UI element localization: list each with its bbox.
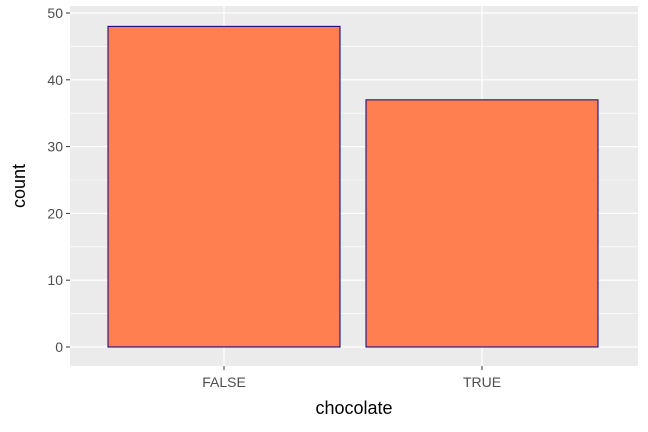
x-tick-label: TRUE — [463, 374, 501, 390]
x-axis: FALSE TRUE — [202, 366, 501, 390]
x-axis-title: chocolate — [315, 398, 392, 418]
y-axis: 0 10 20 30 40 50 — [47, 5, 70, 355]
y-tick-label: 30 — [47, 139, 63, 155]
y-tick-label: 40 — [47, 72, 63, 88]
y-tick-label: 20 — [47, 205, 63, 221]
y-tick-label: 0 — [55, 339, 63, 355]
y-axis-title: count — [9, 164, 29, 208]
y-tick-label: 50 — [47, 5, 63, 21]
bar-true — [365, 99, 599, 348]
y-tick-label: 10 — [47, 272, 63, 288]
bars — [107, 25, 599, 348]
x-tick-label: FALSE — [202, 374, 246, 390]
bar-false — [107, 25, 341, 348]
